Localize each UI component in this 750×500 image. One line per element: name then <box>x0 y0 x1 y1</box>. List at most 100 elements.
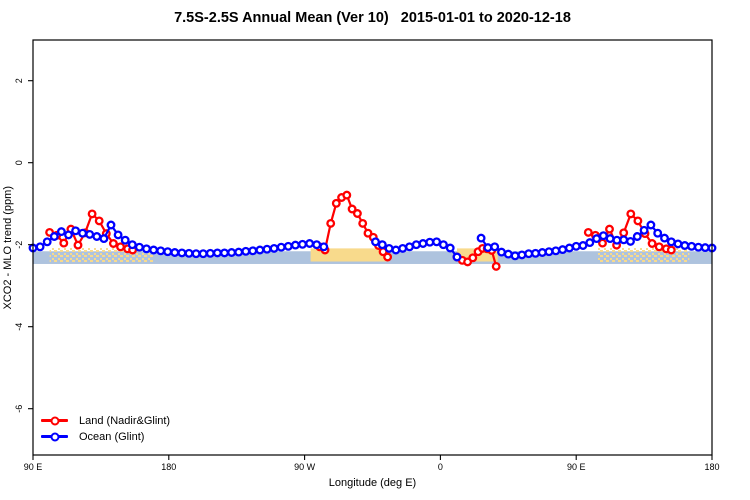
data-point <box>227 248 237 257</box>
land-extent-band <box>310 248 390 262</box>
data-point <box>371 237 380 247</box>
data-point <box>687 241 697 251</box>
data-point <box>564 243 574 253</box>
data-point <box>531 248 540 258</box>
data-point <box>106 220 116 230</box>
data-point <box>142 244 151 254</box>
data-point <box>149 245 159 255</box>
data-point <box>312 240 322 250</box>
data-point <box>49 232 59 241</box>
data-point <box>605 234 615 244</box>
data-point <box>73 240 83 250</box>
data-point <box>544 247 554 257</box>
data-point <box>352 209 362 218</box>
data-point <box>438 240 448 250</box>
data-point <box>503 249 513 259</box>
data-point <box>85 229 95 239</box>
x-tick-label: 0 <box>438 462 443 472</box>
x-tick-label: 180 <box>161 462 176 472</box>
data-point <box>377 240 387 250</box>
data-point <box>700 243 710 253</box>
data-point <box>113 230 123 240</box>
data-point <box>212 248 222 258</box>
data-point <box>524 249 534 259</box>
data-point <box>693 242 703 252</box>
data-point <box>571 241 581 251</box>
y-tick-label: -2 <box>14 241 24 249</box>
data-point <box>626 209 636 219</box>
x-tick-label: 90 W <box>294 462 316 472</box>
data-point <box>241 246 251 256</box>
data-point <box>680 241 690 250</box>
data-point <box>384 243 394 253</box>
data-point <box>418 239 428 248</box>
data-point <box>184 248 194 258</box>
data-point <box>653 228 663 238</box>
data-point <box>87 209 97 219</box>
data-point <box>347 204 357 214</box>
y-tick-label: 2 <box>14 78 24 83</box>
data-point <box>391 245 401 255</box>
data-point <box>56 227 66 237</box>
data-point <box>64 230 73 240</box>
data-point <box>35 242 45 252</box>
data-point <box>633 216 643 226</box>
data-point <box>673 239 683 249</box>
data-point <box>59 238 69 248</box>
data-point <box>42 237 52 247</box>
y-tick-label: -6 <box>14 405 24 413</box>
data-point <box>517 250 527 260</box>
data-point <box>405 242 414 252</box>
data-point <box>198 249 208 259</box>
plot-border <box>32 39 713 456</box>
data-point <box>578 241 588 250</box>
y-axis-label: XCO2 - MLO trend (ppm) <box>2 185 14 310</box>
chart-title: 7.5S-2.5S Annual Mean (Ver 10) 2015-01-0… <box>174 10 571 26</box>
data-point <box>626 236 635 246</box>
data-point <box>283 241 293 251</box>
data-point <box>398 243 408 253</box>
data-point <box>452 252 462 262</box>
data-point <box>612 235 622 245</box>
data-point <box>127 240 137 250</box>
data-point <box>619 235 629 245</box>
data-point <box>432 237 442 247</box>
land-series-marker-icon <box>41 419 68 422</box>
data-point <box>71 226 81 236</box>
legend-item-land: Land (Nadir&Glint) <box>41 414 170 427</box>
data-point <box>666 245 676 255</box>
x-tick-label: 90 E <box>567 462 586 472</box>
data-point <box>491 261 501 271</box>
data-point <box>255 245 265 255</box>
data-point <box>537 248 547 257</box>
data-point <box>358 218 368 228</box>
data-point <box>305 239 315 248</box>
data-point <box>558 245 568 255</box>
data-point <box>170 248 180 257</box>
data-point <box>191 249 201 259</box>
data-point <box>163 247 173 257</box>
data-point <box>646 220 656 230</box>
data-point <box>647 239 657 248</box>
data-point <box>583 227 593 237</box>
data-point <box>411 240 421 250</box>
data-point <box>660 233 669 243</box>
data-point <box>445 243 455 253</box>
data-point <box>342 190 352 200</box>
data-point <box>632 232 642 241</box>
data-point <box>156 246 166 256</box>
legend: Land (Nadir&Glint) Ocean (Glint) <box>41 414 170 443</box>
data-point <box>78 228 88 238</box>
data-point <box>234 247 244 257</box>
data-point <box>276 242 286 252</box>
ocean-series-marker-icon <box>41 435 68 438</box>
x-tick-label: 90 E <box>24 462 43 472</box>
data-point <box>108 239 118 248</box>
legend-label-ocean: Ocean (Glint) <box>79 430 145 443</box>
data-point <box>319 242 329 252</box>
data-point <box>654 242 664 252</box>
data-point <box>220 248 229 258</box>
data-point <box>331 198 341 208</box>
data-point <box>476 233 486 243</box>
